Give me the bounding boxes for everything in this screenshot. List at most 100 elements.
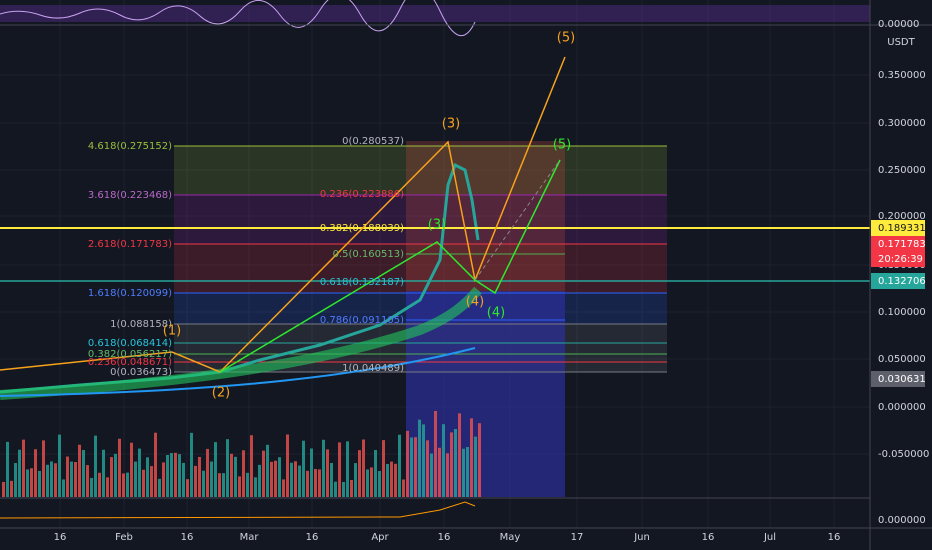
grid — [0, 0, 870, 528]
price-label: 0.000000 — [878, 402, 926, 413]
volume-bar — [454, 429, 457, 497]
volume-bar — [290, 462, 293, 497]
price-tag: 0.189331 — [878, 223, 926, 234]
volume-bar — [210, 461, 213, 497]
price-tag-bg — [871, 220, 925, 236]
volume-bar — [306, 470, 309, 497]
fib-label: 0(0.280537) — [342, 136, 404, 147]
wave-label: (1) — [163, 324, 181, 339]
volume-bar — [458, 413, 461, 497]
price-label: 0.300000 — [878, 118, 926, 129]
volume-bar — [146, 457, 149, 497]
time-label: May — [500, 532, 521, 543]
volume-bar — [226, 439, 229, 497]
volume-bar — [102, 449, 105, 497]
volume-bar — [390, 461, 393, 497]
rsi-line — [0, 0, 476, 37]
volume-bar — [202, 470, 205, 497]
time-label: Jun — [633, 532, 650, 543]
volume-bar — [470, 418, 473, 497]
time-label: Jul — [763, 532, 776, 543]
volume-bar — [46, 464, 49, 497]
ma-ribbon — [0, 286, 482, 400]
volume-bar — [410, 437, 413, 497]
price-tag-bg — [871, 251, 925, 267]
volume-bar — [122, 473, 125, 497]
volume-bar — [398, 434, 401, 497]
volume-bar — [118, 438, 121, 497]
price-tag-bg — [871, 236, 925, 252]
volume-bar — [90, 477, 93, 497]
volume-bar — [50, 461, 53, 497]
rsi-band — [0, 5, 870, 22]
volume-bar — [178, 454, 181, 497]
orange-wave — [0, 56, 566, 373]
time-label: 16 — [828, 532, 841, 543]
volume-bar — [418, 419, 421, 497]
time-label: Feb — [115, 532, 133, 543]
volume-bar — [194, 465, 197, 497]
volume-bar — [138, 448, 141, 497]
price-tag: 0.030631 — [878, 374, 926, 385]
volume-bar — [86, 465, 89, 497]
volume-bar — [334, 481, 337, 497]
volume-bar — [106, 477, 109, 497]
volume-bar — [370, 467, 373, 497]
volume-bar — [394, 463, 397, 497]
volume-bar — [422, 424, 425, 497]
volume-bar — [434, 411, 437, 497]
volume-bar — [206, 448, 209, 497]
volume-bar — [362, 439, 365, 497]
volume-bar — [174, 452, 177, 497]
volume-bar — [298, 465, 301, 497]
volume-bar — [34, 449, 37, 497]
wave-label: (2) — [212, 386, 230, 401]
fib-label: 0.236(0.223886) — [320, 189, 404, 200]
price-label: 0.050000 — [878, 354, 926, 365]
volume-bar — [310, 448, 313, 497]
volume-bar — [242, 450, 245, 497]
volume-bar — [78, 444, 81, 497]
volume-bar — [154, 432, 157, 497]
fib-right-box — [406, 141, 565, 291]
volume-bar — [234, 456, 237, 497]
price-label: 0.250000 — [878, 165, 926, 176]
price-label: 0.00000 — [878, 19, 919, 30]
wave-label: (4) — [466, 295, 484, 310]
volume-bar — [430, 453, 433, 497]
volume-bar — [278, 457, 281, 497]
fib-label: 3.618(0.223468) — [88, 190, 172, 201]
volume-bar — [166, 454, 169, 497]
wave-label: (3) — [442, 117, 460, 132]
volume-bar — [182, 462, 185, 497]
volume-bar — [66, 456, 69, 497]
volume-bar — [346, 441, 349, 497]
volume-bar — [426, 440, 429, 497]
volume-bar — [386, 464, 389, 497]
time-label: 16 — [181, 532, 194, 543]
volume-bar — [366, 469, 369, 497]
fib-label: 0.786(0.091105) — [320, 315, 404, 326]
volume-bar — [70, 461, 73, 497]
volume-bar — [294, 461, 297, 497]
fib-label: 1.618(0.120099) — [88, 288, 172, 299]
fib-label: 0.382(0.056217) — [88, 349, 172, 360]
volume-bar — [126, 472, 129, 497]
fib-label: 0.5(0.160513) — [333, 249, 405, 260]
time-label: Mar — [240, 532, 260, 543]
price-label: 0.350000 — [878, 70, 926, 81]
volume-bar — [130, 442, 133, 497]
wave-label: (4) — [487, 306, 505, 321]
volume-bar — [342, 481, 345, 497]
volume-bar — [10, 480, 13, 497]
fib-label: 0.236(0.048671) — [88, 357, 172, 368]
volume-bar — [162, 462, 165, 497]
volume-bar — [58, 434, 61, 497]
volume-bar — [282, 479, 285, 497]
volume-bar — [250, 435, 253, 497]
volume-bar — [270, 461, 273, 497]
volume-bar — [42, 440, 45, 497]
price-tag-bg — [871, 371, 925, 387]
volume-bar — [474, 436, 477, 497]
